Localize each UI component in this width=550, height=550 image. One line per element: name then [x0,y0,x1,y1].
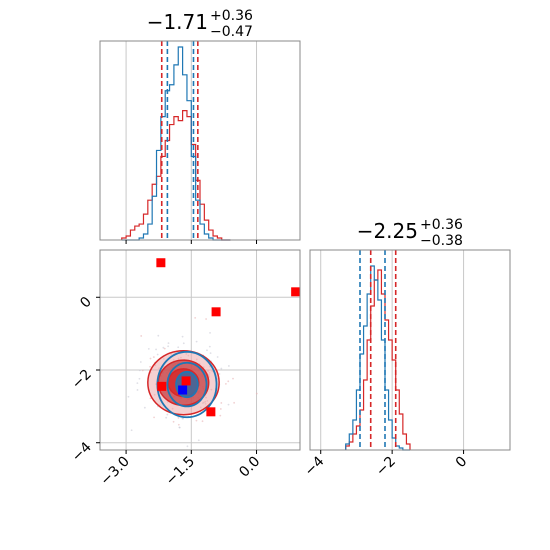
sample-point [162,346,165,349]
marker-marker_red [206,407,216,417]
sample-point [138,369,141,372]
sample-point [177,423,180,426]
sample-point [208,345,211,348]
histogram-series-red [121,110,231,241]
sample-point [139,361,142,363]
sample-point [220,402,223,404]
sample-point [143,406,146,409]
axes-frame [99,249,301,451]
sample-point [206,349,208,352]
sample-point [233,401,236,404]
sample-point [167,342,170,345]
x-tick-label: −3.0 [98,454,133,489]
sample-point [177,346,180,349]
sample-point [157,334,160,337]
panel-title: −1.71 +0.36−0.47 [147,8,253,40]
sample-point [194,316,197,319]
sample-point [149,357,152,360]
sample-point [195,340,198,343]
sample-point [138,377,141,380]
sample-point [152,356,155,358]
sample-point [156,353,159,356]
sample-point [166,413,169,416]
histogram-panel-right: −4 −2 0 −2.25 +0.36−0.38 [302,217,511,480]
marker-marker_red [156,258,166,268]
x-tick-label: 0 [453,454,471,472]
y-tick-label: −2 [69,367,95,393]
sample-point [163,347,166,350]
panel-title: −2.25 +0.36−0.38 [357,217,463,249]
sample-point [136,389,139,391]
sample-point [130,429,133,432]
sample-point [155,348,157,351]
sample-point [227,380,230,383]
sample-point [172,420,175,423]
x-tick-label: −2 [373,454,399,480]
sample-point [165,416,168,419]
title-upper-error: +0.36 [210,8,253,24]
histogram-series-red [345,269,411,450]
y-tick-label: −4 [69,439,95,465]
sample-point [197,439,200,442]
sample-point [232,377,234,380]
sample-point [149,365,152,368]
sample-point [141,369,144,372]
plot-area [100,250,300,450]
sample-point [186,445,189,448]
sample-point [219,414,222,417]
sample-point [201,420,204,423]
sample-point [136,382,139,385]
title-value: −2.25 [357,219,418,243]
marker-marker_red [211,307,221,317]
title-upper-error: +0.36 [420,217,463,233]
marker-marker_red [291,287,301,297]
sample-point [219,408,222,410]
sample-point [178,426,181,429]
marker-marker_blue [178,385,188,395]
marker-marker_red [181,376,191,386]
histogram-series-blue [121,46,231,241]
sample-point [195,419,198,422]
x-tick-label: −4 [302,453,328,479]
sample-point [218,373,221,375]
sample-point [205,318,208,320]
sample-point [153,416,155,419]
sample-point [227,365,230,367]
axes-frame [99,40,301,241]
sample-point [127,395,130,398]
sample-point [181,417,184,420]
y-tick-label: 0 [77,294,95,312]
x-tick-label: −1.5 [163,454,198,489]
plot-area [310,250,510,450]
marker-marker_red [157,381,167,391]
contour-blue-level-1 [166,361,208,408]
sample-point [182,342,185,345]
histogram-panel-top: −1.71 +0.36−0.47 [99,8,301,244]
sample-point [140,335,143,337]
axes-frame [309,249,511,451]
sample-point [167,345,170,348]
sample-point [209,352,212,355]
sample-point [149,397,152,400]
scatter-panel: −3.0 −1.5 0.0 −4 −2 0 [69,249,301,489]
sample-point [224,382,227,385]
sample-point [216,356,219,358]
title-lower-error: −0.38 [420,233,463,249]
x-tick-label: 0.0 [236,454,263,481]
sample-point [227,403,230,406]
sample-point [220,367,223,370]
title-value: −1.71 [147,10,208,34]
sample-point [147,347,150,350]
sample-point [177,416,180,419]
sample-point [209,332,211,334]
title-lower-error: −0.47 [210,24,253,40]
sample-point [181,335,184,338]
sample-point [255,392,258,395]
